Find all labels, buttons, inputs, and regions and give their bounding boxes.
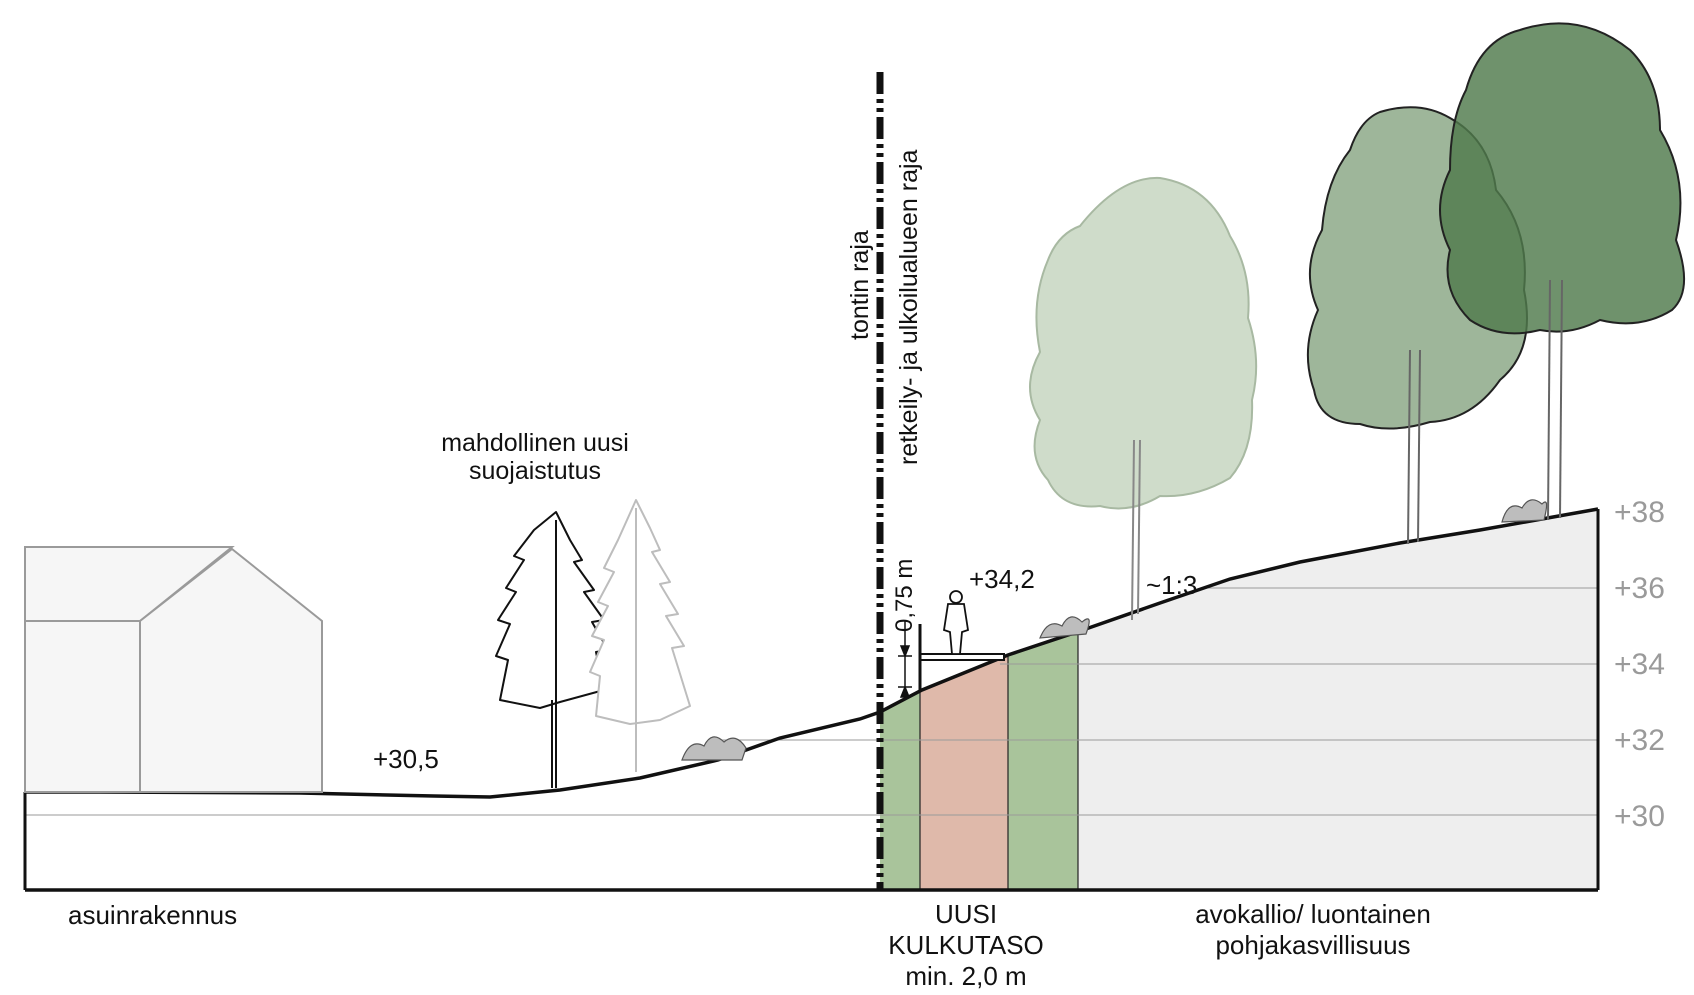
recreation-boundary-label: retkeily- ja ulkoilualueen raja (895, 149, 923, 465)
elevation-scale-label: +36 (1614, 572, 1665, 605)
elevation-scale-label: +32 (1614, 724, 1665, 757)
walkway-band-pink (920, 655, 1008, 890)
height-dimension (898, 620, 912, 698)
walkway-label: UUSI (935, 899, 997, 929)
walkway-band-green-left (880, 680, 920, 890)
spruce-tree-icon (495, 511, 609, 788)
walkway-label: min. 2,0 m (905, 961, 1026, 991)
elevation-scale-label: +30 (1614, 800, 1665, 833)
walkway-platform (918, 624, 1005, 690)
screen-planting-label: suojaistutus (469, 457, 601, 485)
elevation-scale-label: +34 (1614, 648, 1665, 681)
walkway-label: KULKUTASO (888, 930, 1044, 960)
deciduous-tree-icon (1439, 22, 1686, 521)
screen-planting-label: mahdollinen uusi (441, 429, 629, 457)
house-icon (24, 546, 323, 793)
height-dimension-label: 0,75 m (891, 559, 918, 632)
person-icon (942, 590, 970, 655)
walkway-band-green-right (1008, 620, 1078, 890)
plot-boundary-label: tontin raja (846, 230, 874, 340)
elevation-scale-label: +38 (1614, 496, 1665, 529)
shrub-icon (1039, 616, 1090, 639)
terrain-profile-line (25, 507, 1599, 799)
spruce-tree-icon (589, 499, 691, 772)
terrain-fill-left (25, 712, 880, 890)
rock-vegetation-label: avokallio/ luontainen (1195, 899, 1431, 929)
shrub-icon (1501, 499, 1548, 523)
level-left-label: +30,5 (373, 744, 439, 774)
rock-vegetation-label: pohjakasvillisuus (1215, 930, 1410, 960)
shrub-icon (681, 736, 747, 761)
level-walkway-label: +34,2 (969, 564, 1035, 594)
deciduous-tree-icon (1029, 176, 1258, 621)
slope-label: ~1:3 (1146, 570, 1197, 600)
residential-label: asuinrakennus (68, 900, 237, 930)
